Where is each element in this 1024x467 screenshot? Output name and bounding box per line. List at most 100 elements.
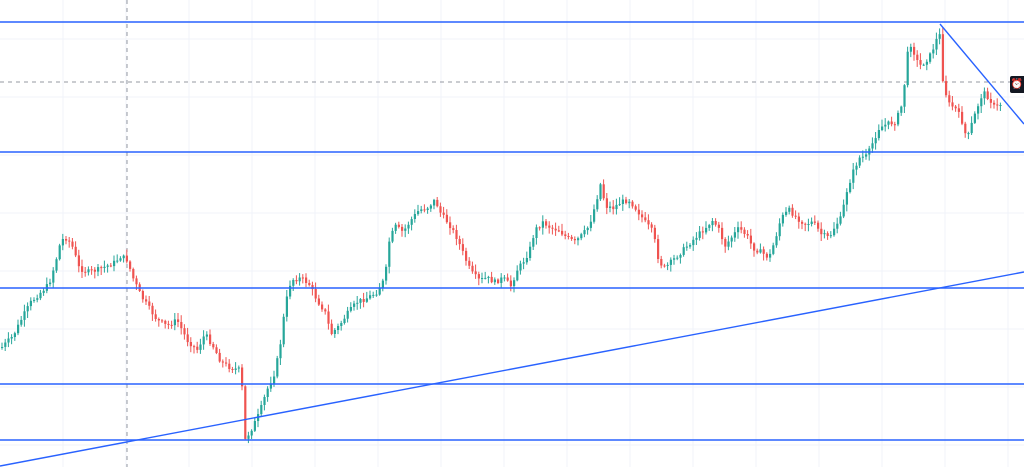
candle-body	[109, 265, 112, 267]
candle-body	[4, 342, 7, 347]
candle-body	[986, 91, 989, 99]
candle-body	[77, 255, 80, 267]
candle-body	[961, 111, 964, 124]
alarm-clock-icon[interactable]: ⏰	[1010, 76, 1024, 93]
candle-body	[372, 294, 375, 296]
candle-body	[122, 255, 125, 259]
candle-body	[669, 259, 672, 265]
candle-body	[535, 227, 538, 238]
candle-body	[641, 214, 644, 218]
candle-body	[116, 260, 119, 262]
candle-body	[10, 337, 13, 339]
candle-body	[977, 106, 980, 114]
candle-body	[250, 430, 253, 436]
candle-body	[337, 326, 340, 330]
candle-body	[564, 234, 567, 236]
candle-body	[980, 98, 983, 107]
candle-body	[125, 255, 128, 262]
candle-body	[916, 54, 919, 60]
candle-body	[663, 265, 666, 267]
candle-body	[29, 300, 32, 307]
candle-body	[388, 241, 391, 267]
candle-body	[724, 239, 727, 247]
candle-body	[737, 227, 740, 233]
candle-body	[925, 61, 928, 65]
candle-body	[695, 237, 698, 240]
candle-body	[295, 280, 298, 282]
trendlines[interactable]	[0, 23, 1024, 467]
candle-body	[529, 246, 532, 258]
candle-body	[36, 298, 39, 300]
candle-body	[983, 91, 986, 99]
trendline-falling-resistance[interactable]	[939, 23, 1024, 125]
candle-body	[506, 277, 509, 281]
candle-body	[221, 361, 224, 363]
candles	[1, 27, 1002, 444]
candle-body	[461, 244, 464, 251]
candle-body	[717, 224, 720, 228]
candle-body	[525, 258, 528, 263]
candle-body	[503, 277, 506, 279]
candle-body	[810, 221, 813, 224]
candle-body	[317, 298, 320, 305]
candle-body	[935, 38, 938, 50]
candle-body	[682, 247, 685, 255]
candle-body	[909, 46, 912, 52]
candle-body	[791, 207, 794, 216]
candle-body	[301, 277, 304, 279]
candle-body	[708, 225, 711, 228]
candle-body	[804, 223, 807, 225]
candle-body	[391, 230, 394, 242]
candle-body	[644, 217, 647, 221]
candle-body	[305, 277, 308, 283]
candle-body	[769, 253, 772, 258]
candle-body	[794, 215, 797, 217]
candle-body	[849, 182, 852, 193]
candle-body	[157, 319, 160, 321]
candle-body	[378, 288, 381, 295]
candle-body	[628, 201, 631, 204]
candle-body	[84, 271, 87, 273]
horizontal-levels[interactable]	[0, 21, 1024, 441]
candle-body	[721, 227, 724, 240]
candle-body	[580, 234, 583, 239]
candle-body	[394, 224, 397, 231]
candle-body	[65, 239, 68, 241]
candle-body	[913, 46, 916, 55]
candle-body	[407, 224, 410, 229]
candle-body	[132, 269, 135, 279]
candle-body	[490, 276, 493, 283]
candle-body	[945, 81, 948, 96]
candle-body	[349, 307, 352, 311]
candle-body	[273, 376, 276, 384]
candle-body	[801, 221, 804, 224]
candle-body	[362, 299, 365, 302]
candle-body	[964, 123, 967, 134]
candle-body	[861, 156, 864, 158]
candle-body	[100, 267, 103, 269]
candle-body	[705, 227, 708, 233]
candle-body	[381, 280, 384, 289]
candle-body	[932, 49, 935, 54]
candle-body	[113, 260, 116, 267]
candle-body	[186, 334, 189, 343]
candle-body	[602, 184, 605, 199]
candle-body	[583, 230, 586, 235]
candle-body	[439, 206, 442, 213]
candle-body	[554, 228, 557, 231]
trendline-rising-support[interactable]	[0, 271, 1024, 467]
candle-body	[650, 224, 653, 228]
candle-body	[538, 227, 541, 229]
candle-body	[666, 264, 669, 266]
candle-body	[673, 258, 676, 260]
candle-body	[369, 295, 372, 299]
candle-body	[989, 99, 992, 103]
candle-body	[87, 269, 90, 273]
candle-body	[692, 239, 695, 246]
candle-body	[570, 236, 573, 239]
candle-body	[436, 199, 439, 207]
candle-body	[173, 319, 176, 326]
